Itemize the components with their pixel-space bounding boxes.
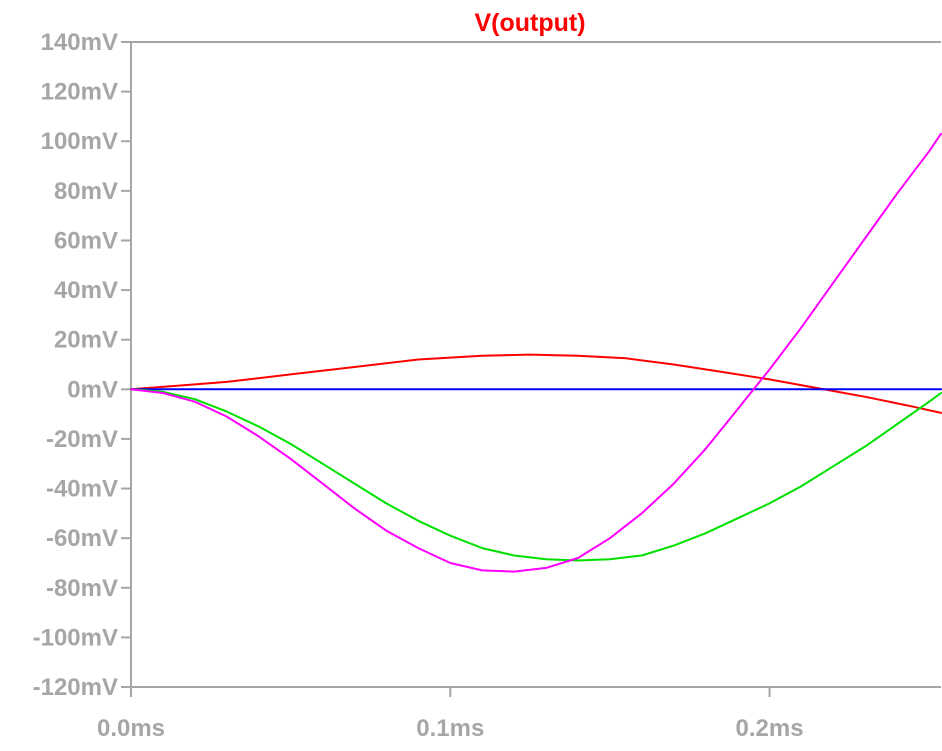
y-axis-ticks: 140mV 120mV 100mV 80mV 60mV 40mV 20mV 0mV -20mV -… bbox=[33, 29, 131, 701]
y-tick-label: 140mV bbox=[41, 29, 118, 56]
y-tick-label: -60mV bbox=[46, 525, 118, 552]
y-tick-label: 20mV bbox=[54, 327, 118, 354]
trace-line-1 bbox=[130, 353, 942, 414]
trace-line-3 bbox=[130, 388, 942, 562]
y-tick-label: 120mV bbox=[41, 79, 118, 106]
traces bbox=[130, 132, 942, 573]
y-tick-label: 0mV bbox=[67, 376, 118, 403]
x-tick-label: 0.0ms bbox=[97, 715, 165, 742]
y-tick-label: 80mV bbox=[54, 178, 118, 205]
y-tick-label: -80mV bbox=[46, 575, 118, 602]
y-tick-label: -100mV bbox=[33, 624, 118, 651]
x-tick-label: 0.1ms bbox=[416, 715, 484, 742]
y-tick-label: -40mV bbox=[46, 476, 118, 503]
y-tick-label: 40mV bbox=[54, 277, 118, 304]
chart-title: V(output) bbox=[474, 9, 585, 37]
x-tick-label: 0.2ms bbox=[736, 715, 804, 742]
y-tick-label: 100mV bbox=[41, 128, 118, 155]
x-axis-ticks: 0.0ms 0.1ms 0.2ms bbox=[97, 687, 804, 742]
y-tick-label: -120mV bbox=[33, 674, 118, 701]
trace-line-4 bbox=[130, 132, 942, 573]
y-tick-label: 60mV bbox=[54, 227, 118, 254]
y-tick-label: -20mV bbox=[46, 426, 118, 453]
